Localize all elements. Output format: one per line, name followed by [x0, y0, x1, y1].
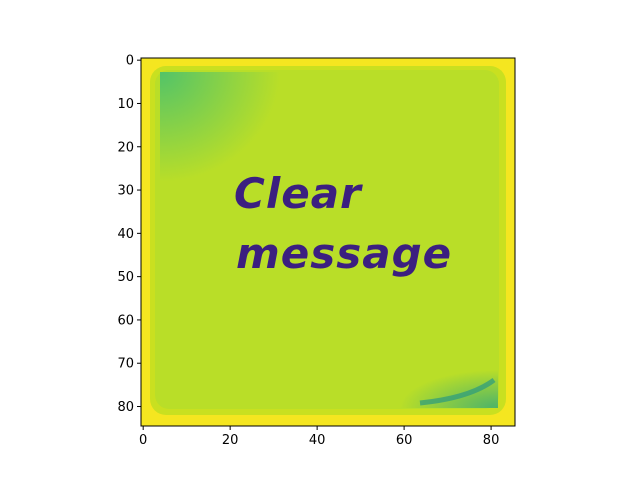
y-tick-label: 40 [117, 227, 134, 242]
y-tick-label: 0 [126, 54, 134, 69]
y-tick-label: 80 [117, 400, 134, 415]
heatmap-image: Clear message [141, 58, 515, 426]
axes-frame [140, 57, 516, 427]
axis-ticks: 0 20 40 60 80 0 10 20 30 40 50 60 70 80 [117, 54, 499, 448]
y-tick-label: 20 [117, 140, 134, 155]
image-corner-glow-top-left [160, 72, 280, 182]
x-tick-label: 0 [139, 433, 147, 448]
y-tick-label: 10 [117, 97, 134, 112]
x-tick-label: 40 [309, 433, 326, 448]
image-text-line1: Clear [234, 169, 363, 218]
y-tick-label: 60 [117, 313, 134, 328]
x-tick-label: 60 [396, 433, 413, 448]
image-text-line2: message [236, 229, 452, 278]
y-tick-label: 70 [117, 357, 134, 372]
y-tick-label: 30 [117, 184, 134, 199]
image-edge-dark-bottom [419, 377, 496, 406]
y-tick-label: 50 [117, 270, 134, 285]
x-tick-label: 80 [483, 433, 500, 448]
x-tick-label: 20 [222, 433, 239, 448]
